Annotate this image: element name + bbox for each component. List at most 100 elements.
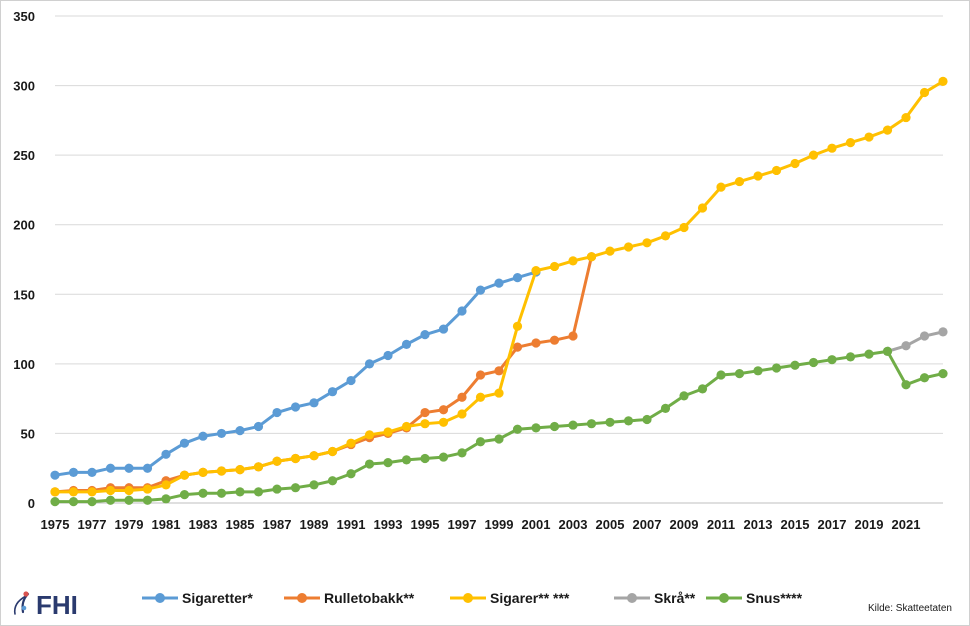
data-point (235, 487, 245, 497)
x-tick-label: 1985 (226, 517, 255, 532)
data-point (87, 467, 97, 477)
data-point (531, 338, 541, 348)
data-point (697, 203, 708, 213)
data-point (253, 421, 264, 432)
data-point (568, 420, 578, 430)
data-point (475, 437, 486, 447)
data-point (346, 375, 356, 386)
data-point (198, 431, 208, 441)
x-tick-label: 1987 (263, 517, 292, 532)
data-point (845, 352, 856, 362)
data-point (50, 470, 60, 480)
data-point (179, 470, 190, 480)
grid-lines (55, 15, 943, 504)
y-tick-label: 250 (13, 148, 35, 163)
legend-item-0: Sigaretter* (142, 590, 253, 606)
data-point (882, 125, 893, 135)
x-tick-label: 1979 (115, 517, 144, 532)
data-point (919, 373, 930, 383)
data-point (642, 238, 652, 248)
x-tick-label: 2015 (781, 517, 810, 532)
data-point (124, 495, 134, 505)
data-point (401, 455, 412, 465)
data-point (808, 150, 819, 160)
data-point (420, 453, 430, 464)
data-point (475, 370, 486, 380)
y-tick-label: 350 (13, 9, 35, 24)
data-point (216, 488, 227, 498)
data-point (716, 370, 726, 380)
data-point (568, 256, 578, 266)
y-tick-label: 50 (21, 426, 35, 441)
data-point (105, 463, 116, 473)
y-tick-label: 200 (13, 218, 35, 233)
data-point (494, 434, 504, 444)
x-tick-label: 1993 (374, 517, 403, 532)
x-tick-label: 1981 (152, 517, 181, 532)
x-tick-label: 1999 (485, 517, 514, 532)
x-tick-label: 2011 (707, 517, 735, 532)
data-point (68, 467, 79, 477)
data-point (938, 368, 948, 379)
data-point (586, 252, 597, 262)
data-point (290, 453, 301, 464)
data-point (549, 335, 560, 345)
data-point (901, 341, 911, 351)
data-point (346, 469, 356, 479)
x-tick-label: 2001 (522, 517, 551, 532)
data-point (494, 366, 504, 376)
data-point (827, 355, 837, 365)
data-point (642, 414, 652, 425)
data-point (198, 488, 208, 498)
x-tick-label: 2019 (855, 517, 884, 532)
x-tick-label: 1989 (300, 517, 329, 532)
data-point (438, 324, 449, 334)
data-point (771, 363, 782, 373)
data-point (457, 392, 467, 402)
data-point (364, 359, 375, 369)
data-point (457, 306, 467, 316)
data-point (864, 349, 874, 359)
y-axis: 0 50 100 150 200 250 300 350 (13, 9, 35, 511)
data-point (327, 476, 338, 486)
data-point (457, 409, 467, 419)
data-point (50, 497, 60, 507)
data-point (605, 417, 615, 427)
data-point (87, 497, 97, 507)
data-point (475, 285, 486, 295)
data-point (790, 158, 800, 169)
data-point (697, 384, 708, 394)
data-point (438, 417, 449, 427)
x-tick-label: 1977 (78, 517, 107, 532)
data-point (179, 438, 190, 448)
data-point (531, 423, 541, 433)
series-0 (50, 267, 541, 480)
data-point (364, 459, 375, 469)
data-point (161, 449, 171, 459)
series-line (886, 330, 945, 353)
data-point (716, 182, 726, 192)
series-line (53, 255, 593, 494)
series-3 (882, 327, 948, 356)
data-point (679, 391, 689, 401)
data-point (346, 438, 356, 448)
data-point (605, 246, 615, 256)
data-point (124, 485, 134, 496)
data-point (383, 427, 393, 437)
data-point (383, 458, 393, 468)
data-point (790, 360, 800, 370)
legend: Sigaretter* Rulletobakk** Sigarer** *** Skr… (142, 590, 803, 606)
data-point (272, 456, 282, 466)
x-tick-label: 2005 (596, 517, 625, 532)
legend-item-3: Skrå** (614, 590, 696, 606)
series-1 (50, 252, 597, 497)
data-point (216, 466, 227, 476)
data-point (549, 421, 560, 432)
data-point (586, 419, 597, 429)
data-point (198, 467, 208, 477)
x-tick-label: 1991 (337, 517, 366, 532)
legend-marker-swatch (155, 593, 165, 603)
data-point (309, 398, 319, 408)
data-point (512, 321, 523, 331)
